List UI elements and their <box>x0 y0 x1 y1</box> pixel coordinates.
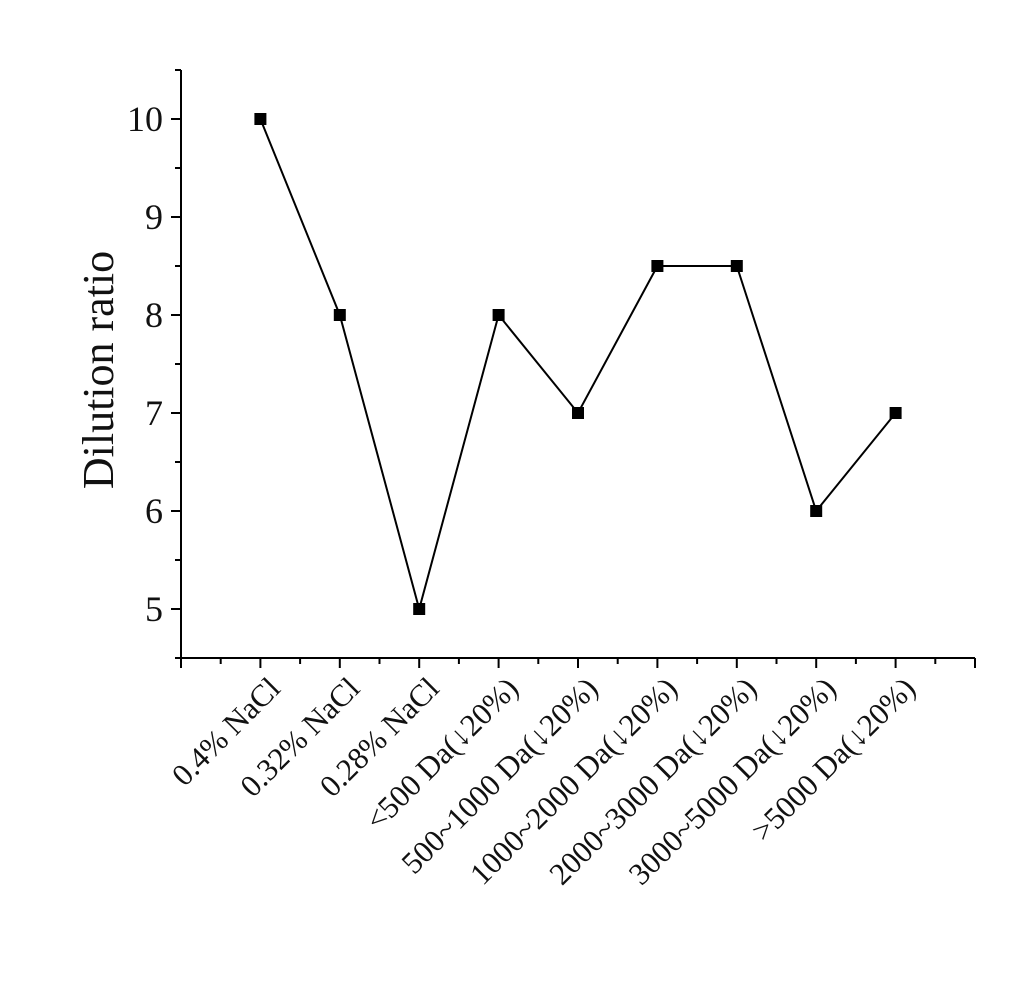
y-tick-label: 6 <box>145 491 163 531</box>
y-tick-label: 8 <box>145 295 163 335</box>
y-tick-label: 7 <box>145 393 163 433</box>
data-point-marker <box>810 505 823 517</box>
data-point-marker <box>254 113 267 125</box>
data-point-marker <box>572 407 584 419</box>
y-tick-label: 5 <box>145 589 163 629</box>
y-tick-label: 9 <box>145 197 163 237</box>
data-point-marker <box>730 260 743 272</box>
data-point-marker <box>333 309 346 321</box>
data-point-marker <box>651 260 664 272</box>
y-tick-label: 10 <box>127 99 163 139</box>
data-point-marker <box>492 309 505 321</box>
y-axis-label: Dilution ratio <box>74 251 123 489</box>
data-point-marker <box>889 407 902 419</box>
data-point-marker <box>413 603 426 615</box>
